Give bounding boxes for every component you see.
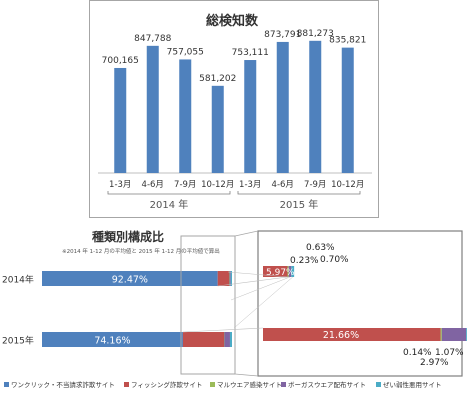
bar-1 bbox=[114, 67, 127, 173]
zoom-bar-2-segment-2 bbox=[263, 328, 441, 341]
total-detections-chart-panel: 総検知数 700,165 1-3月 847,788 4-6月 757,055 7-9月 581… bbox=[89, 0, 379, 218]
zoom-label-2015-bogusware: 2.97% bbox=[420, 358, 449, 368]
legend-label-1: ワンクリック・不当請求詐欺サイト bbox=[11, 380, 115, 389]
group-label-2: 2015 年 bbox=[280, 198, 319, 211]
zoom-bar-1-segment-2 bbox=[263, 266, 288, 277]
bar-value-label-7: 881,273 bbox=[297, 29, 334, 39]
bar-5 bbox=[244, 60, 257, 173]
composition-subtitle: ※2014 年 1-12 月の平均値と 2015 年 1-12 月の平均値で算出 bbox=[62, 247, 220, 255]
bar-2-segment-2 bbox=[182, 332, 225, 347]
group-bracket-2 bbox=[237, 191, 361, 195]
bar-value-label-5: 753,111 bbox=[232, 48, 269, 58]
group-bracket-1 bbox=[107, 191, 231, 195]
composition-title: 種類別構成比 bbox=[92, 229, 164, 244]
x-tick-label-3: 7-9月 bbox=[174, 180, 196, 190]
bar-4 bbox=[211, 85, 224, 173]
legend-swatch-3 bbox=[210, 382, 215, 387]
zoom-label-2015-vulnerability: 1.07% bbox=[435, 348, 464, 358]
legend-swatch-5 bbox=[376, 382, 381, 387]
bar-value-label-1: 92.47% bbox=[112, 275, 148, 286]
bar-8 bbox=[341, 47, 354, 174]
bar-value-label-3: 757,055 bbox=[167, 47, 204, 57]
zoom-detail-box bbox=[257, 230, 463, 377]
zoom-guide-2 bbox=[182, 327, 264, 333]
zoom-bar-1-segment-3 bbox=[287, 266, 289, 277]
zoom-label-2014-vulnerability: 0.70% bbox=[320, 255, 349, 265]
bar-value-label-4: 581,202 bbox=[199, 74, 236, 84]
group-label-1: 2014 年 bbox=[150, 198, 189, 211]
zoom-fan-line-2 bbox=[230, 276, 291, 301]
x-tick-label-6: 4-6月 bbox=[272, 180, 294, 190]
y-tick-label-2: 2015年 bbox=[2, 335, 34, 347]
bar-1-segment-3 bbox=[229, 271, 230, 286]
zoom-fan-line-3 bbox=[233, 276, 293, 329]
zoom-source-box bbox=[180, 235, 236, 375]
legend-label-4: ボーガスウエア配布サイト bbox=[288, 380, 366, 389]
zoom-guide-1 bbox=[217, 276, 288, 287]
legend-label-3: マルウエア感染サイト bbox=[217, 380, 282, 389]
bar-value-label-6: 873,791 bbox=[264, 30, 301, 40]
x-tick-label-4: 10-12月 bbox=[201, 180, 234, 190]
bar-value-label-8: 835,821 bbox=[329, 36, 366, 46]
x-tick-label-1: 1-3月 bbox=[109, 180, 131, 190]
x-tick-label-8: 10-12月 bbox=[331, 180, 364, 190]
composition-chart-panel: 種類別構成比 ※2014 年 1-12 月の平均値と 2015 年 1-12 月の… bbox=[0, 224, 467, 400]
bar-3 bbox=[179, 59, 192, 173]
legend-swatch-1 bbox=[4, 382, 9, 387]
legend-swatch-2 bbox=[124, 382, 129, 387]
y-tick-label-1: 2014年 bbox=[2, 274, 34, 286]
chart-title: 総検知数 bbox=[206, 13, 259, 29]
x-tick-label-7: 7-9月 bbox=[304, 180, 326, 190]
zoom-bar-1-segment-4 bbox=[288, 266, 292, 277]
bar-1-segment-4 bbox=[229, 271, 231, 286]
legend-label-5: ぜい弱性悪用サイト bbox=[383, 380, 442, 389]
bar-2-segment-1 bbox=[42, 332, 183, 347]
zoom-label-2014-phishing: 5.97% bbox=[266, 268, 295, 278]
bar-2-segment-5 bbox=[229, 332, 232, 347]
zoom-label-2014-bogusware: 0.63% bbox=[306, 243, 335, 253]
zoom-label-2015-phishing: 21.66% bbox=[323, 330, 359, 341]
bar-2 bbox=[146, 45, 159, 173]
bar-value-label-1: 700,165 bbox=[102, 56, 139, 66]
total-detections-chart: 総検知数 700,165 1-3月 847,788 4-6月 757,055 7-9月 581… bbox=[98, 13, 372, 211]
bar-1-segment-5 bbox=[230, 271, 232, 286]
legend-label-2: フィッシング詐欺サイト bbox=[131, 380, 202, 389]
zoom-bar-2-segment-4 bbox=[441, 328, 467, 341]
zoom-label-2015-malware: 0.14% bbox=[403, 348, 432, 358]
zoom-fan-line-1 bbox=[227, 271, 289, 278]
zoom-connector-bottom bbox=[234, 373, 259, 377]
bar-value-label-2: 74.16% bbox=[94, 336, 130, 347]
x-tick-label-5: 1-3月 bbox=[239, 180, 261, 190]
bar-1-segment-1 bbox=[42, 271, 218, 286]
legend-swatch-4 bbox=[281, 382, 286, 387]
zoom-connector-top bbox=[234, 230, 259, 237]
bar-6 bbox=[276, 41, 289, 173]
bar-2-segment-4 bbox=[224, 332, 230, 347]
zoom-bar-2-segment-3 bbox=[440, 328, 442, 341]
bar-7 bbox=[309, 40, 322, 173]
x-tick-label-2: 4-6月 bbox=[142, 180, 164, 190]
zoom-label-2014-malware: 0.23% bbox=[290, 256, 319, 266]
zoom-bar-1-segment-5 bbox=[291, 266, 295, 277]
composition-chart: 種類別構成比 ※2014 年 1-12 月の平均値と 2015 年 1-12 月の… bbox=[2, 229, 467, 389]
bar-value-label-2: 847,788 bbox=[134, 34, 171, 44]
bar-1-segment-2 bbox=[217, 271, 230, 286]
